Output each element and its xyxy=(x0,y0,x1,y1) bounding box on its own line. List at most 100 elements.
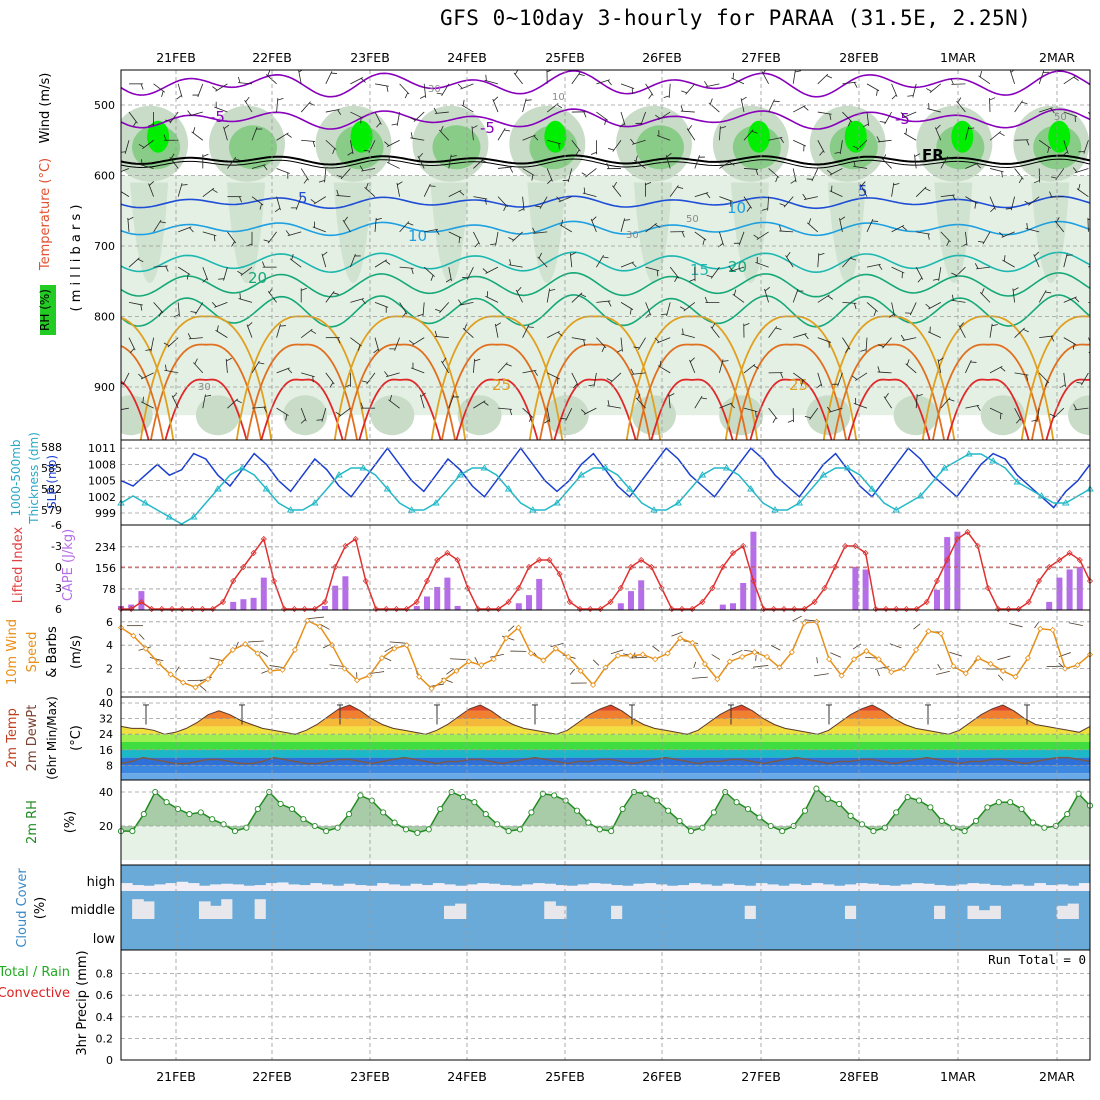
wind-barb xyxy=(350,337,362,347)
lifted-marker xyxy=(944,556,951,564)
rh-legend-swatch xyxy=(40,285,56,335)
wind-marker xyxy=(478,662,485,669)
wind-barb-flag xyxy=(845,347,850,353)
wind-barb xyxy=(128,111,138,124)
cape-bar xyxy=(750,531,757,610)
rh2m-marker xyxy=(779,828,786,835)
wind-marker xyxy=(552,645,559,652)
lifted-marker xyxy=(1025,598,1032,606)
wind-barb-flag xyxy=(826,75,833,79)
wind-barb xyxy=(927,108,941,113)
wind-barb-flag xyxy=(946,240,950,247)
wind-barb-flag xyxy=(181,184,188,186)
wind-barb xyxy=(938,267,942,282)
wind-barb-flag xyxy=(602,256,609,259)
wind-barb-flag xyxy=(503,205,507,212)
cloud-high-clear xyxy=(889,885,902,891)
wind-barb xyxy=(533,231,548,234)
wind-barb-flag xyxy=(968,127,975,130)
wind-marker xyxy=(453,667,460,675)
wind-barb-flag xyxy=(216,325,219,332)
wind-barb-flag xyxy=(588,384,595,387)
wind-barb-flag xyxy=(764,286,771,292)
wind-barb xyxy=(978,75,991,85)
wind-barb-flag xyxy=(680,105,684,112)
lifted-marker xyxy=(597,605,604,613)
wind-barb-flag xyxy=(274,207,281,213)
contour-t-30 xyxy=(246,343,358,440)
wind-barb xyxy=(350,298,364,303)
surface-wind-barb xyxy=(813,673,829,677)
wind-barb xyxy=(719,359,724,374)
wind-marker xyxy=(999,667,1007,675)
wind-barb-flag xyxy=(212,86,218,91)
lifted-marker xyxy=(984,584,992,592)
wind-barb xyxy=(915,186,927,197)
wind-barb xyxy=(462,327,474,338)
wind-barb xyxy=(681,333,695,339)
wind-barb xyxy=(522,369,537,374)
wind-barb-flag xyxy=(624,219,631,221)
contour-t_0 xyxy=(121,158,1090,169)
thickness-marker xyxy=(577,471,586,478)
wind-barb-flag xyxy=(578,73,585,77)
cloud-high-clear xyxy=(332,885,345,891)
wind-barb xyxy=(202,231,217,237)
precip-axis-title: 3hr Precip (mm) xyxy=(75,950,90,1055)
lifted-axis-title: Lifted Index xyxy=(11,526,26,603)
cloud-high-clear xyxy=(967,883,980,891)
wind-barb xyxy=(1076,188,1089,197)
wind-barb-flag xyxy=(900,334,905,341)
wind-barb-flag xyxy=(435,229,440,235)
wind-barb xyxy=(522,196,525,211)
contour-t_m5 xyxy=(121,108,1090,130)
wind-barb-flag xyxy=(1005,207,1012,210)
wind-barb xyxy=(585,168,597,178)
wind-barb xyxy=(276,324,281,338)
wind-barb xyxy=(238,298,253,303)
wind-barb xyxy=(571,72,581,85)
wind-barb xyxy=(177,266,191,275)
wind-marker xyxy=(627,652,634,659)
wind-barb-flag xyxy=(114,405,117,410)
cloud-high-clear xyxy=(700,884,712,891)
contour-label: FR xyxy=(922,146,944,164)
cloud-high-clear xyxy=(299,885,311,891)
wind-barb xyxy=(743,363,756,374)
wind-barb xyxy=(631,372,646,375)
wind-barb xyxy=(779,230,794,233)
surface-wind-barb xyxy=(235,641,239,649)
precip-convective-label: Convective xyxy=(0,986,70,1001)
wind-barb-flag xyxy=(509,259,512,266)
thickness-marker xyxy=(1013,478,1022,485)
cloud-middle-block xyxy=(154,897,167,919)
wind-barb-flag xyxy=(853,82,858,88)
lifted-marker xyxy=(780,605,788,613)
cloud-middle-block xyxy=(844,905,857,919)
cloud-middle-block xyxy=(388,897,400,919)
cloud-high-clear xyxy=(165,883,178,891)
wind-barb-flag xyxy=(583,187,586,194)
wind-barb xyxy=(927,331,941,339)
rh-area-dark xyxy=(544,120,567,153)
wind-marker xyxy=(826,656,833,663)
cloud-middle-block xyxy=(488,897,501,919)
wind-barb xyxy=(792,70,796,84)
wind-barb xyxy=(374,337,380,352)
wind-barb-flag xyxy=(616,349,623,353)
wind-barb-flag xyxy=(343,216,348,222)
wind-barb xyxy=(881,158,892,169)
precip-tick-label: 0 xyxy=(106,1054,113,1067)
wind-barb-flag xyxy=(976,405,981,411)
rh-area-column xyxy=(333,182,372,284)
wind-barb-flag xyxy=(728,265,733,271)
wind-barb-flag xyxy=(484,198,487,205)
lifted-marker xyxy=(372,605,380,613)
wind-barb xyxy=(1009,70,1015,84)
surface-wind-barb xyxy=(997,674,1004,681)
wind-barb xyxy=(1063,111,1078,117)
thickness-marker xyxy=(843,464,852,471)
cloud-high-clear xyxy=(477,883,490,891)
wind-barb xyxy=(537,256,548,268)
wind-barb-flag xyxy=(532,227,536,234)
